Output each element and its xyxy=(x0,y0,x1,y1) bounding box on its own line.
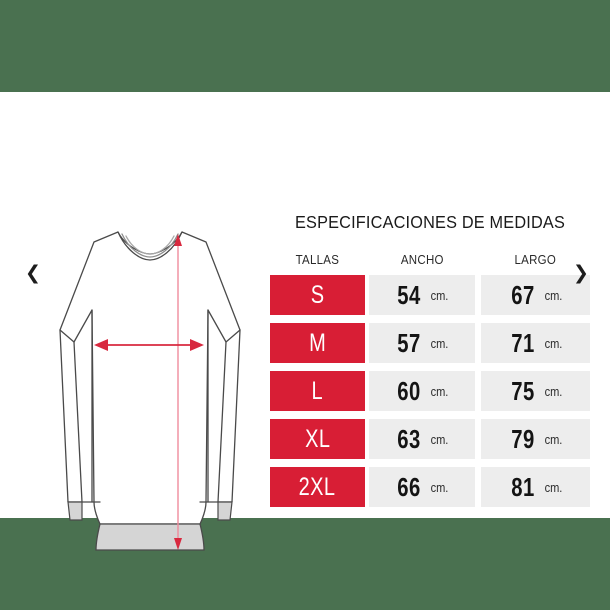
garment-illustration xyxy=(59,231,241,551)
ancho-arrow-left xyxy=(94,339,108,351)
page-title: ESPECIFICACIONES DE MEDIDAS xyxy=(294,212,565,232)
size-badge: S xyxy=(270,275,365,315)
column-header-largo: LARGO xyxy=(514,253,557,267)
chevron-left-icon[interactable]: ❮ xyxy=(25,262,41,284)
largo-cell: 79 cm. xyxy=(481,419,590,459)
largo-unit: cm. xyxy=(544,431,563,447)
ancho-value: 60 xyxy=(397,375,421,406)
left-sleeve-edge xyxy=(59,329,83,503)
arrow-heads xyxy=(94,234,204,550)
table-row: 2XL 66 cm. 81 cm. xyxy=(270,467,590,507)
largo-unit: cm. xyxy=(544,383,563,399)
table-body: S 54 cm. 67 cm. M 57 cm. xyxy=(262,275,598,507)
size-label: XL xyxy=(304,424,331,453)
table-row: M 57 cm. 71 cm. xyxy=(270,323,590,363)
ancho-cell: 66 cm. xyxy=(368,467,476,507)
table-header-row: TALLAS ANCHO LARGO xyxy=(262,253,598,267)
largo-arrow-top xyxy=(174,234,182,246)
largo-value: 79 xyxy=(511,423,535,454)
ancho-unit: cm. xyxy=(430,479,449,495)
size-label: 2XL xyxy=(298,472,336,501)
measurement-arrows xyxy=(100,238,198,544)
ancho-unit: cm. xyxy=(430,431,449,447)
size-badge: 2XL xyxy=(270,467,365,507)
collar-inner xyxy=(125,235,175,255)
right-sleeve-edge xyxy=(217,329,241,503)
ancho-value: 66 xyxy=(397,471,421,502)
ancho-value: 63 xyxy=(397,423,421,454)
largo-arrow-bottom xyxy=(174,538,182,550)
largo-cell: 71 cm. xyxy=(481,323,590,363)
largo-unit: cm. xyxy=(544,335,563,351)
ancho-unit: cm. xyxy=(430,287,449,303)
specifications-panel: ESPECIFICACIONES DE MEDIDAS TALLAS ANCHO… xyxy=(262,212,598,515)
collar-mid xyxy=(121,233,179,258)
size-badge: L xyxy=(270,371,365,411)
ancho-value: 57 xyxy=(397,327,421,358)
table-row: L 60 cm. 75 cm. xyxy=(270,371,590,411)
column-header-ancho: ANCHO xyxy=(400,253,444,267)
largo-cell: 75 cm. xyxy=(481,371,590,411)
ancho-cell: 54 cm. xyxy=(368,275,476,315)
size-badge: XL xyxy=(270,419,365,459)
largo-unit: cm. xyxy=(544,287,563,303)
cuff-rib-left xyxy=(67,501,83,521)
size-label: L xyxy=(311,376,324,405)
largo-value: 67 xyxy=(511,279,535,310)
largo-value: 71 xyxy=(511,327,535,358)
largo-value: 81 xyxy=(511,471,535,502)
top-color-band xyxy=(0,0,610,92)
garment-body-path xyxy=(59,231,241,525)
hem-rib xyxy=(95,523,205,551)
ancho-cell: 63 cm. xyxy=(368,419,476,459)
ancho-unit: cm. xyxy=(430,383,449,399)
largo-cell: 67 cm. xyxy=(481,275,590,315)
chevron-right-icon[interactable]: ❯ xyxy=(573,262,589,284)
ancho-arrow-right xyxy=(190,339,204,351)
collar-outer xyxy=(117,231,183,261)
largo-cell: 81 cm. xyxy=(481,467,590,507)
size-badge: M xyxy=(270,323,365,363)
cuff-rib-right xyxy=(217,501,233,521)
size-label: M xyxy=(308,328,326,357)
table-row: S 54 cm. 67 cm. xyxy=(270,275,590,315)
ancho-unit: cm. xyxy=(430,335,449,351)
largo-value: 75 xyxy=(511,375,535,406)
size-label: S xyxy=(310,280,325,309)
column-header-tallas: TALLAS xyxy=(295,253,340,267)
image-stage: ESPECIFICACIONES DE MEDIDAS TALLAS ANCHO… xyxy=(0,92,610,551)
ancho-value: 54 xyxy=(397,279,421,310)
ancho-cell: 60 cm. xyxy=(368,371,476,411)
ancho-cell: 57 cm. xyxy=(368,323,476,363)
largo-unit: cm. xyxy=(544,479,563,495)
table-row: XL 63 cm. 79 cm. xyxy=(270,419,590,459)
